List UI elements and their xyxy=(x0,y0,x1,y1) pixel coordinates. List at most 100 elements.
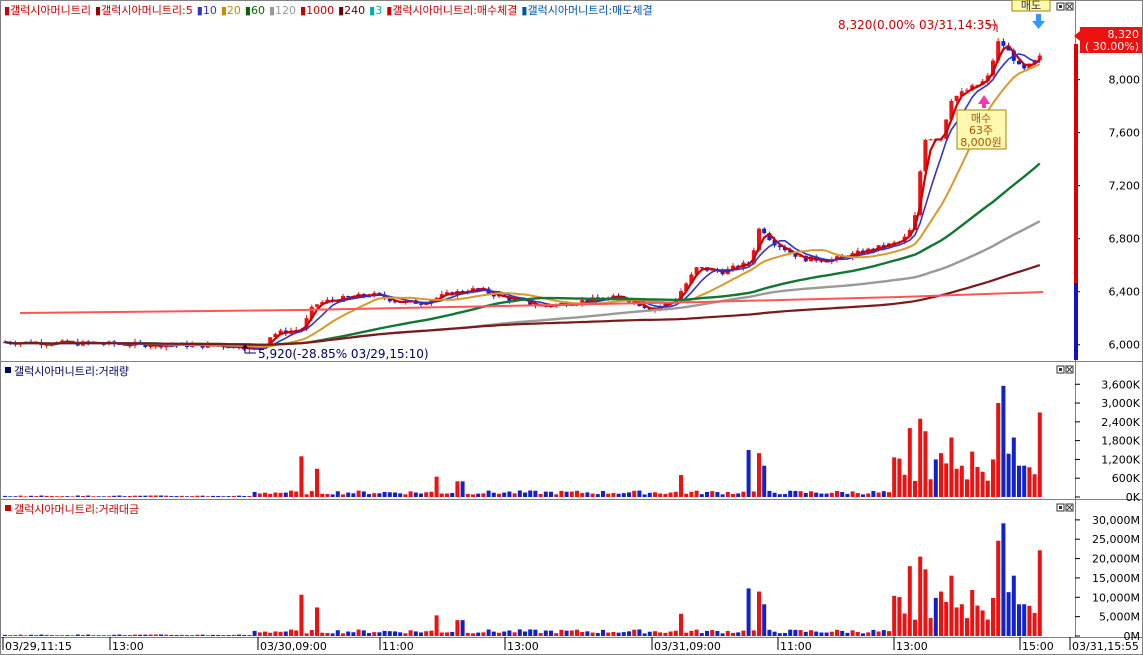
candle-body[interactable] xyxy=(767,233,772,241)
volume-bar[interactable] xyxy=(928,479,933,497)
amount-bar[interactable] xyxy=(3,634,7,636)
candle-body[interactable] xyxy=(991,60,995,76)
amount-bar[interactable] xyxy=(772,631,777,636)
volume-bar[interactable] xyxy=(559,490,564,497)
amount-bar[interactable] xyxy=(533,629,538,636)
amount-bar[interactable] xyxy=(829,631,834,636)
price-pane-buttons[interactable] xyxy=(1056,2,1074,11)
amount-bar[interactable] xyxy=(70,635,75,636)
candle-body[interactable] xyxy=(460,291,465,293)
amount-bar[interactable] xyxy=(44,634,49,636)
candle-body[interactable] xyxy=(923,139,928,172)
candle-body[interactable] xyxy=(689,274,694,284)
volume-bar[interactable] xyxy=(393,492,397,497)
amount-bar[interactable] xyxy=(122,635,127,636)
candle-body[interactable] xyxy=(720,271,725,275)
volume-bar[interactable] xyxy=(372,493,377,497)
candle-body[interactable] xyxy=(975,84,980,86)
amount-bar[interactable] xyxy=(959,604,964,636)
volume-bar[interactable] xyxy=(819,493,824,497)
amount-bar[interactable] xyxy=(845,632,850,636)
candle-body[interactable] xyxy=(242,348,247,350)
volume-bar[interactable] xyxy=(1032,474,1037,497)
amount-bar[interactable] xyxy=(783,633,787,636)
amount-bar[interactable] xyxy=(481,632,486,636)
volume-bar[interactable] xyxy=(377,493,382,497)
volume-bar[interactable] xyxy=(892,457,897,497)
amount-bar[interactable] xyxy=(263,631,267,636)
amount-bar[interactable] xyxy=(902,613,907,636)
amount-bar[interactable] xyxy=(746,588,751,636)
amount-bar[interactable] xyxy=(517,629,522,636)
volume-bar[interactable] xyxy=(226,496,231,497)
amount-bar[interactable] xyxy=(939,591,943,636)
amount-bar[interactable] xyxy=(315,607,319,636)
amount-bar[interactable] xyxy=(257,632,262,636)
volume-bar[interactable] xyxy=(117,495,122,497)
volume-bar[interactable] xyxy=(450,492,455,497)
amount-bar[interactable] xyxy=(211,634,215,636)
amount-bar[interactable] xyxy=(491,631,496,636)
candle-body[interactable] xyxy=(393,301,397,303)
volume-bar[interactable] xyxy=(595,494,600,497)
volume-bar[interactable] xyxy=(44,495,49,497)
amount-bar[interactable] xyxy=(200,634,205,636)
amount-bar[interactable] xyxy=(450,631,455,636)
amount-bar[interactable] xyxy=(289,629,293,636)
volume-bar[interactable] xyxy=(497,493,501,497)
volume-bar[interactable] xyxy=(252,491,257,497)
candle-body[interactable] xyxy=(959,91,964,96)
amount-bar[interactable] xyxy=(663,632,668,636)
candle-body[interactable] xyxy=(793,252,798,257)
volume-bar[interactable] xyxy=(798,491,803,497)
volume-bar[interactable] xyxy=(403,494,408,497)
volume-bar[interactable] xyxy=(445,493,449,497)
candle-body[interactable] xyxy=(788,250,793,253)
volume-bar[interactable] xyxy=(741,491,746,497)
amount-bar[interactable] xyxy=(814,631,819,636)
volume-bar[interactable] xyxy=(673,491,678,497)
amount-bar[interactable] xyxy=(242,634,247,636)
volume-bar[interactable] xyxy=(970,451,975,497)
volume-bar[interactable] xyxy=(465,493,470,497)
amount-bar[interactable] xyxy=(445,632,449,636)
volume-bar[interactable] xyxy=(34,496,39,497)
amount-bar[interactable] xyxy=(876,631,881,636)
amount-bar[interactable] xyxy=(179,634,184,636)
amount-bar[interactable] xyxy=(575,629,579,636)
volume-bar[interactable] xyxy=(845,493,850,497)
amount-bar[interactable] xyxy=(1032,612,1037,636)
amount-bar[interactable] xyxy=(112,634,117,636)
volume-bar[interactable] xyxy=(23,496,28,497)
volume-bar[interactable] xyxy=(476,493,481,497)
volume-bar[interactable] xyxy=(289,490,293,497)
volume-bar[interactable] xyxy=(91,496,96,497)
amount-bar[interactable] xyxy=(715,630,720,636)
volume-bar[interactable] xyxy=(840,492,845,497)
amount-bar[interactable] xyxy=(757,591,761,636)
volume-bar[interactable] xyxy=(923,431,928,497)
amount-bar[interactable] xyxy=(159,634,163,636)
amount-bar[interactable] xyxy=(455,620,460,636)
volume-bar[interactable] xyxy=(689,491,694,497)
volume-bar[interactable] xyxy=(325,493,330,497)
amount-bar[interactable] xyxy=(1037,550,1042,636)
amount-bar[interactable] xyxy=(611,632,616,636)
amount-bar[interactable] xyxy=(424,631,429,636)
volume-bar[interactable] xyxy=(211,495,215,497)
amount-bar[interactable] xyxy=(237,634,241,636)
volume-bar[interactable] xyxy=(491,492,496,497)
volume-bar[interactable] xyxy=(159,495,163,497)
volume-bar[interactable] xyxy=(881,491,886,497)
volume-bar[interactable] xyxy=(705,491,709,497)
volume-bar[interactable] xyxy=(361,491,366,497)
volume-bar[interactable] xyxy=(772,492,777,497)
amount-bar[interactable] xyxy=(980,610,985,636)
amount-bar[interactable] xyxy=(861,633,865,636)
amount-bar[interactable] xyxy=(408,630,413,636)
volume-bar[interactable] xyxy=(294,491,299,497)
amount-bar[interactable] xyxy=(382,630,387,636)
volume-bar[interactable] xyxy=(205,496,210,497)
candle-body[interactable] xyxy=(762,228,767,234)
amount-bar[interactable] xyxy=(658,632,663,636)
